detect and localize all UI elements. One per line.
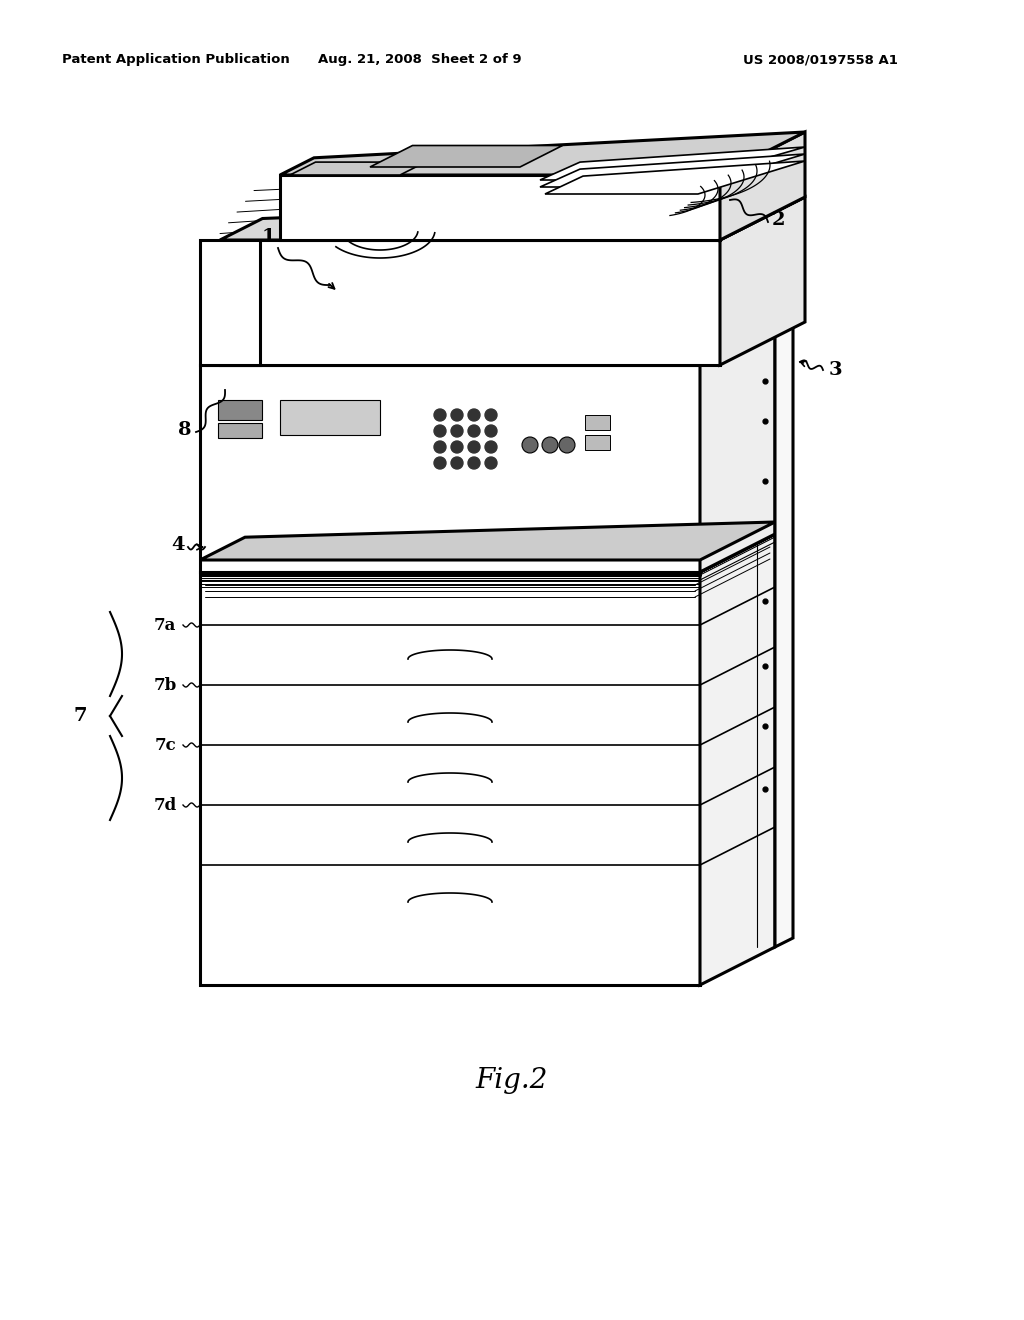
Text: 3: 3 [828,360,842,379]
Circle shape [451,425,463,437]
Circle shape [451,457,463,469]
Polygon shape [200,535,775,572]
Polygon shape [200,327,775,366]
Text: US 2008/0197558 A1: US 2008/0197558 A1 [742,54,897,66]
Polygon shape [585,436,610,450]
Text: 8: 8 [178,421,191,440]
Polygon shape [585,414,610,430]
Text: 2: 2 [771,211,784,228]
Polygon shape [545,161,805,194]
Circle shape [434,441,446,453]
Polygon shape [218,400,262,420]
Polygon shape [280,400,380,436]
Text: Patent Application Publication: Patent Application Publication [62,54,290,66]
Polygon shape [280,132,805,176]
Polygon shape [720,197,805,366]
Text: 7c: 7c [155,737,176,754]
Circle shape [434,409,446,421]
Polygon shape [280,176,720,240]
Circle shape [468,457,480,469]
Circle shape [434,425,446,437]
Text: 7d: 7d [154,796,176,813]
Circle shape [485,425,497,437]
Polygon shape [218,265,260,366]
Polygon shape [260,265,440,310]
Circle shape [468,441,480,453]
Polygon shape [200,366,700,572]
Polygon shape [700,535,775,985]
Circle shape [451,409,463,421]
Text: 7: 7 [74,708,87,725]
Polygon shape [200,572,700,985]
Polygon shape [700,327,775,572]
Text: Aug. 21, 2008  Sheet 2 of 9: Aug. 21, 2008 Sheet 2 of 9 [318,54,522,66]
Text: Fig.2: Fig.2 [476,1067,548,1093]
Circle shape [434,457,446,469]
Polygon shape [218,319,440,366]
Polygon shape [775,318,793,946]
Text: 1: 1 [261,228,274,246]
Polygon shape [220,240,720,366]
Circle shape [559,437,575,453]
Polygon shape [200,521,775,560]
Polygon shape [720,132,805,240]
Circle shape [522,437,538,453]
Circle shape [485,457,497,469]
Polygon shape [540,154,805,187]
Text: 4: 4 [171,536,184,554]
Circle shape [485,409,497,421]
Polygon shape [370,145,562,168]
Text: 7a: 7a [154,616,176,634]
Circle shape [468,409,480,421]
Circle shape [542,437,558,453]
Polygon shape [218,422,262,438]
Polygon shape [290,162,426,176]
Circle shape [451,441,463,453]
Polygon shape [220,197,805,240]
Polygon shape [200,240,260,366]
Polygon shape [260,310,440,319]
Text: 7b: 7b [154,676,176,693]
Circle shape [468,425,480,437]
Circle shape [485,441,497,453]
Polygon shape [540,147,805,180]
